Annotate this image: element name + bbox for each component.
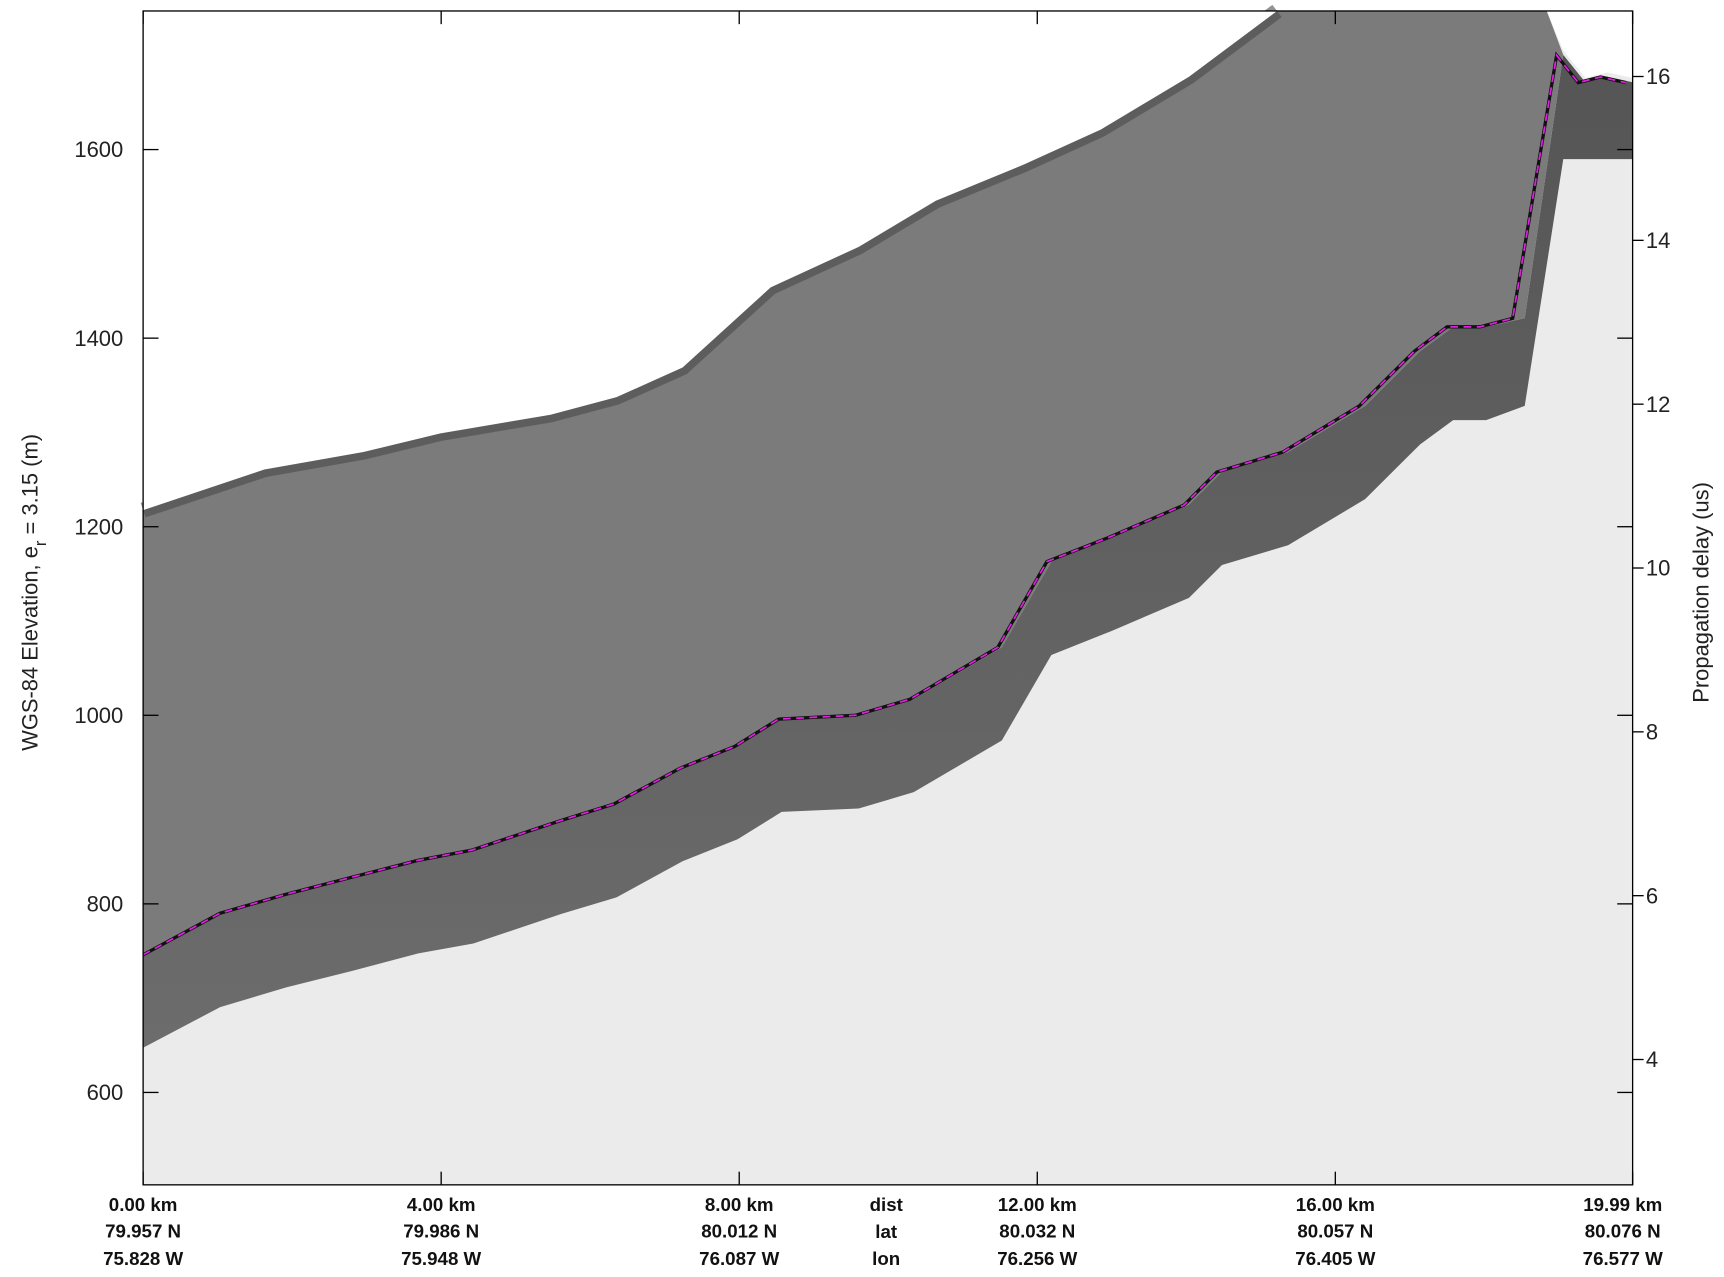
y-axis-label: WGS-84 Elevation, er = 3.15 (m) xyxy=(17,434,50,751)
y-label-rest: = 3.15 (m) xyxy=(17,434,42,541)
y-tick-label: 600 xyxy=(87,1080,124,1105)
y-label-main: WGS-84 Elevation, e xyxy=(17,546,42,751)
lon-label: 76.577 W xyxy=(1583,1248,1663,1269)
x-tick-label: 19.99 km xyxy=(1583,1194,1662,1215)
y-tick-label: 1400 xyxy=(74,326,123,351)
plot-frame xyxy=(142,10,1634,1186)
x-tick-label: 0.00 km xyxy=(109,1194,178,1215)
y2-tick-label: 14 xyxy=(1646,228,1670,253)
air-above-surface xyxy=(143,10,1278,511)
lat-label: 80.032 N xyxy=(999,1221,1075,1242)
y-tick-label: 1000 xyxy=(74,703,123,728)
ice-column xyxy=(143,10,1633,955)
x-tick-label: 12.00 km xyxy=(998,1194,1077,1215)
lon-label: 76.256 W xyxy=(997,1248,1077,1269)
echogram xyxy=(140,4,1633,1185)
y-label-subscript: r xyxy=(32,540,50,546)
lon-label: 76.087 W xyxy=(699,1248,779,1269)
y2-tick-label: 8 xyxy=(1646,720,1658,745)
y2-tick-label: 16 xyxy=(1646,64,1670,89)
y2-tick-label: 6 xyxy=(1646,883,1658,908)
lat-label: 79.986 N xyxy=(403,1221,479,1242)
lat-label: 80.012 N xyxy=(701,1221,777,1242)
lat-label: 80.076 N xyxy=(1585,1221,1661,1242)
row-label: lat xyxy=(875,1221,897,1242)
pick-line xyxy=(142,53,1627,956)
y2-tick-label: 4 xyxy=(1646,1047,1658,1072)
y-tick-label: 1200 xyxy=(74,514,123,539)
basal-band xyxy=(143,54,1633,1048)
y-tick-label: 1600 xyxy=(74,137,123,162)
lat-label: 80.057 N xyxy=(1297,1221,1373,1242)
y2-axis-label: Propagation delay (us) xyxy=(1689,482,1714,703)
lon-label: 76.405 W xyxy=(1295,1248,1375,1269)
y2-tick-label: 12 xyxy=(1646,392,1670,417)
x-tick-label: 4.00 km xyxy=(407,1194,476,1215)
lon-label: 75.828 W xyxy=(103,1248,183,1269)
x-tick-label: 8.00 km xyxy=(705,1194,774,1215)
lat-label: 79.957 N xyxy=(105,1221,181,1242)
row-label: lon xyxy=(872,1248,900,1269)
y2-tick-label: 10 xyxy=(1646,556,1670,581)
air-above-margin xyxy=(1546,10,1633,78)
y-tick-label: 800 xyxy=(87,892,124,917)
lon-label: 75.948 W xyxy=(401,1248,481,1269)
x-tick-label: 16.00 km xyxy=(1296,1194,1375,1215)
plot-marks: 600 800 1000 1200 1400 1600 4 6 8 10 12 14 16 0.00 km… xyxy=(74,10,1670,1269)
row-label: dist xyxy=(870,1194,903,1215)
